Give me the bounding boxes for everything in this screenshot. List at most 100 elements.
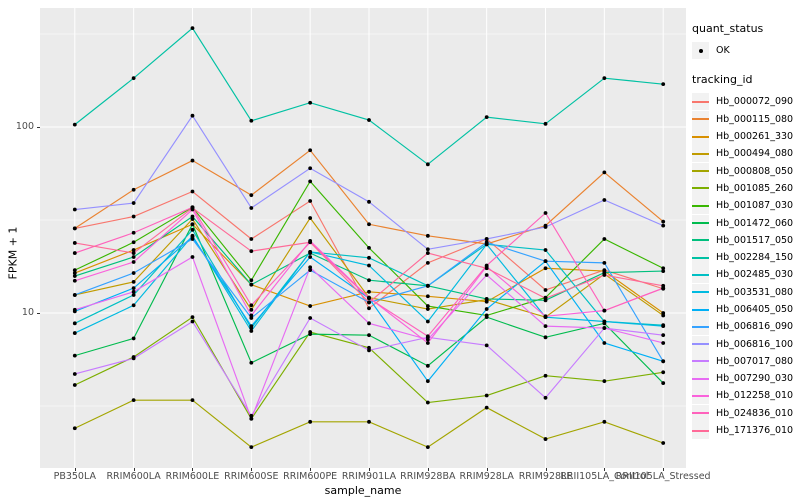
data-point (249, 307, 254, 312)
data-point (484, 240, 489, 245)
x-tick-label: RRIM901LA (341, 471, 397, 482)
legend-key (692, 352, 709, 370)
data-point (367, 289, 371, 294)
legend-item-label: Hb_000261_330 (716, 131, 794, 143)
data-point (425, 294, 430, 299)
legend-key (692, 387, 709, 405)
legend-key-line-icon (692, 135, 709, 138)
data-point (425, 341, 430, 345)
data-point (308, 166, 313, 171)
data-point (367, 245, 371, 250)
data-point (308, 304, 313, 308)
data-point (131, 336, 136, 341)
data-point (308, 240, 313, 245)
data-point (661, 269, 666, 273)
data-point (367, 348, 371, 353)
data-point (661, 313, 666, 318)
data-point (484, 263, 489, 268)
data-point (131, 303, 136, 308)
legend-key (692, 179, 709, 197)
legend-item-label: Hb_000494_080 (716, 148, 794, 160)
data-point (249, 118, 254, 123)
data-point (543, 324, 548, 329)
legend-item: Hb_003531_080 (692, 283, 799, 301)
data-point (425, 162, 430, 167)
data-point (131, 76, 136, 81)
legend-item: Hb_002485_030 (692, 266, 799, 284)
data-point (249, 416, 254, 421)
data-point (367, 118, 371, 122)
legend-key-line-icon (692, 377, 709, 380)
legend-item: Hb_000494_080 (692, 145, 799, 163)
x-tick-label: RRIM600LE (165, 471, 220, 482)
data-point (661, 219, 666, 224)
data-point (308, 199, 313, 203)
data-point (131, 187, 136, 192)
data-point (602, 326, 607, 330)
data-point (543, 266, 548, 271)
data-point (602, 237, 607, 241)
legend-item-label: Hb_001517_050 (716, 234, 794, 246)
legend-key-line-icon (692, 222, 709, 225)
data-point (72, 241, 77, 245)
data-point (72, 268, 77, 273)
data-point (72, 271, 77, 275)
x-tick-mark (427, 468, 429, 471)
data-point (602, 419, 607, 424)
data-point (661, 333, 666, 338)
data-point (131, 293, 136, 297)
data-point (72, 426, 77, 431)
legend-item-label: Hb_007017_080 (716, 355, 794, 367)
legend-key (692, 266, 709, 284)
x-tick-label: RRII105LA_Control (560, 471, 649, 482)
data-point (249, 278, 254, 283)
data-point (190, 398, 195, 403)
data-point (190, 158, 195, 163)
x-tick-label: RRIM600LA (106, 471, 161, 482)
legend-item-ok: OK (692, 42, 799, 60)
data-point (367, 333, 371, 338)
data-point (367, 263, 371, 268)
legend-item: Hb_000072_090 (692, 93, 799, 111)
y-tick-label: 100 (15, 121, 34, 132)
legend-key (692, 93, 709, 111)
data-point (602, 260, 607, 265)
legend-item-label: Hb_003531_080 (716, 286, 794, 298)
data-point (308, 250, 313, 254)
data-point (190, 237, 195, 241)
data-point (190, 315, 195, 320)
data-point (190, 189, 195, 194)
data-point (190, 227, 195, 232)
data-point (72, 321, 77, 326)
data-point (661, 82, 666, 87)
legend-item-label: Hb_006816_100 (716, 338, 794, 350)
data-point (190, 255, 195, 259)
legend: quant_status OK tracking_id Hb_000072_09… (692, 22, 799, 440)
legend-key (692, 128, 709, 146)
data-point (131, 279, 136, 284)
black-point-icon (698, 48, 703, 53)
legend-item: Hb_001087_030 (692, 197, 799, 215)
x-tick-mark (545, 468, 547, 471)
data-point (190, 319, 195, 324)
legend-item-label: Hb_001085_260 (716, 182, 794, 194)
data-point (425, 251, 430, 255)
data-point (72, 226, 77, 231)
legend-item-label: Hb_000072_090 (716, 96, 794, 108)
data-point (425, 334, 430, 339)
data-point (425, 379, 430, 384)
data-point (308, 332, 313, 337)
legend-item: Hb_002284_150 (692, 249, 799, 267)
data-point (543, 211, 548, 215)
data-point (484, 273, 489, 277)
x-tick-mark (192, 468, 194, 471)
data-point (602, 76, 607, 81)
data-point (602, 273, 607, 277)
data-point (308, 179, 313, 184)
data-point (484, 307, 489, 311)
data-point (367, 321, 371, 326)
data-point (249, 445, 254, 450)
data-point (72, 274, 77, 278)
legend-item: Hb_171376_010 (692, 422, 799, 440)
